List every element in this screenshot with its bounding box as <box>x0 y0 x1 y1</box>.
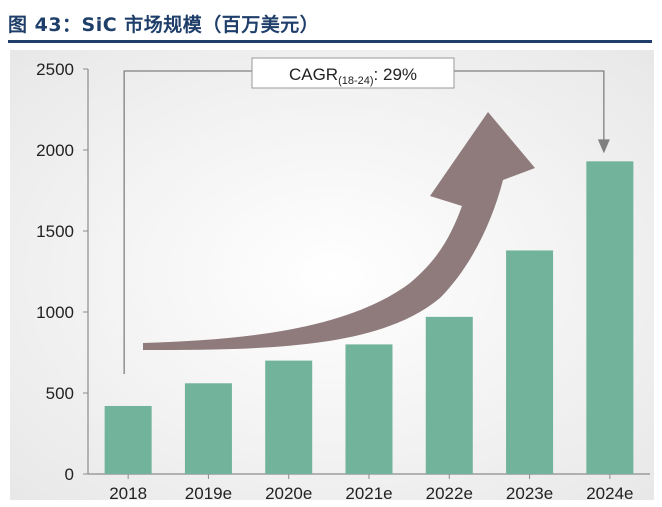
title-divider <box>8 40 652 43</box>
x-tick-label: 2018 <box>109 484 147 503</box>
bar-chart: 0 500 1000 1500 2000 2500 2018 2019e 2020e 2021e… <box>10 50 654 503</box>
bar <box>586 161 634 474</box>
x-tick-label: 2019e <box>185 484 232 503</box>
x-tick-label: 2024e <box>586 484 633 503</box>
figure-header: 图 43：SiC 市场规模（百万美元） <box>0 0 662 44</box>
cagr-label: CAGR(18-24): 29% <box>289 65 417 87</box>
growth-arrow <box>143 112 535 350</box>
bar <box>425 316 473 474</box>
y-tick-label: 500 <box>46 384 74 403</box>
bracket-arrowhead <box>597 139 610 154</box>
y-tick-label: 1500 <box>36 222 74 241</box>
cagr-box <box>251 57 455 89</box>
chart-container: 0 500 1000 1500 2000 2500 2018 2019e 2020e 2021e… <box>0 48 662 503</box>
cagr-subscript: (18-24) <box>338 75 373 87</box>
bar <box>104 405 152 474</box>
x-tick-label: 2021e <box>345 484 392 503</box>
x-tick-label: 2020e <box>265 484 312 503</box>
x-tick-label: 2022e <box>426 484 473 503</box>
cagr-main-text: CAGR <box>289 65 338 84</box>
y-tick-label: 2000 <box>36 141 74 160</box>
bar <box>345 344 393 474</box>
bar <box>265 360 313 474</box>
y-tick-label: 2500 <box>36 60 74 79</box>
figure-title: 图 43：SiC 市场规模（百万美元） <box>8 14 320 36</box>
bar <box>184 383 232 474</box>
y-tick-label: 0 <box>65 465 74 484</box>
cagr-value: : 29% <box>374 65 417 84</box>
y-tick-label: 1000 <box>36 303 74 322</box>
bar <box>506 250 554 474</box>
x-tick-label: 2023e <box>506 484 553 503</box>
